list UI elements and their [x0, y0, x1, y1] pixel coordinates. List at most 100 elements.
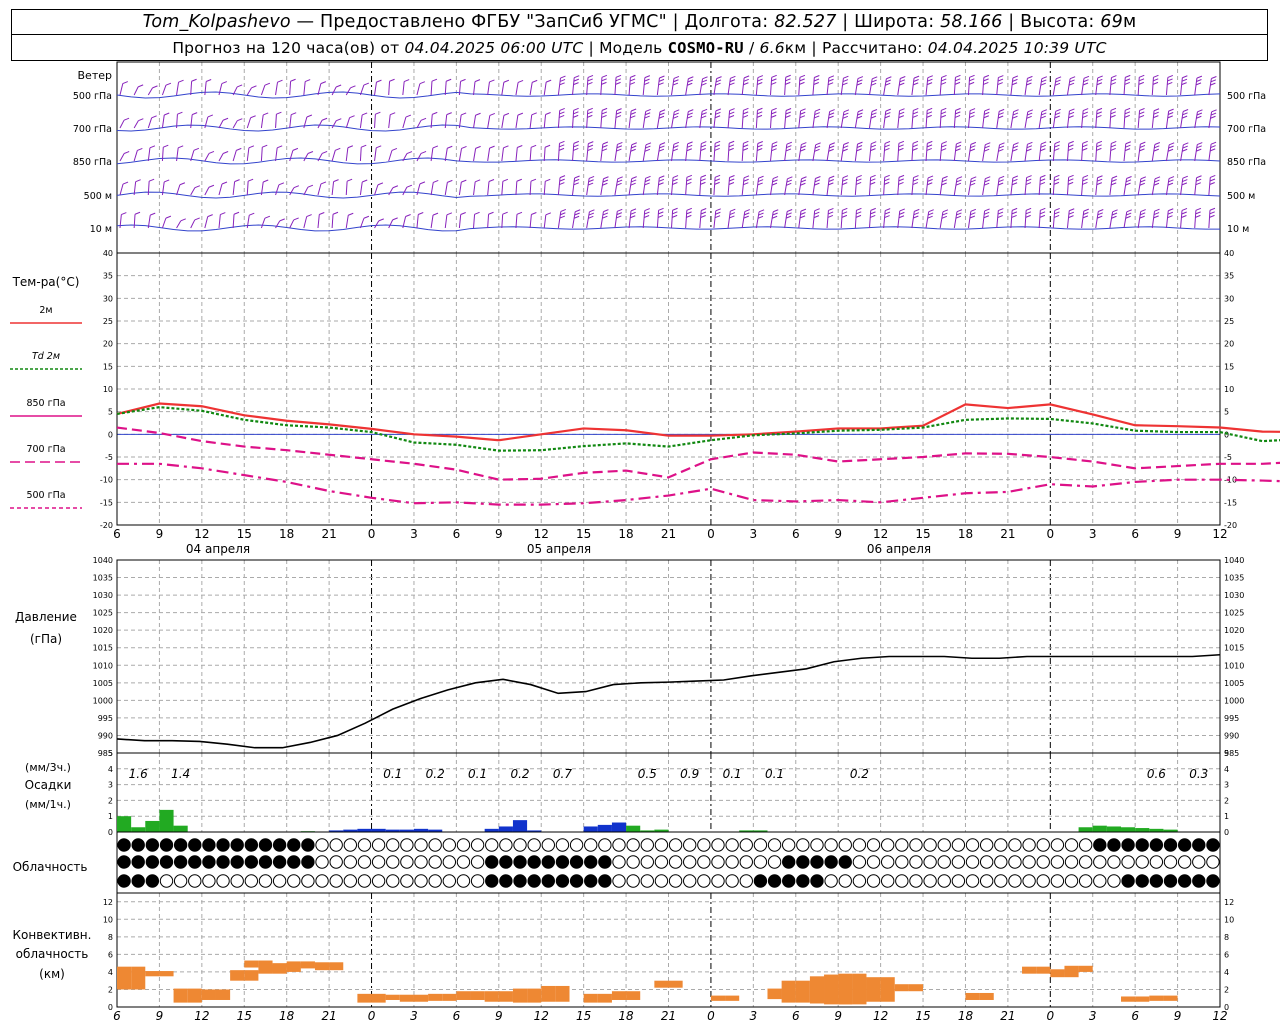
wind-barb-feather [1041, 76, 1048, 80]
wind-barb-feather [1083, 212, 1089, 215]
wind-barb-feather [716, 76, 722, 80]
wind-barb [671, 144, 675, 162]
cloud-cover-circle [258, 874, 273, 888]
x-hour-label-bottom: 12 [873, 1009, 888, 1023]
cloud-cover-circle [499, 838, 513, 852]
wind-barb [1066, 177, 1070, 196]
wind-barb-feather [191, 78, 197, 82]
cloud-cover-circle [485, 855, 499, 869]
wind-barb-feather [757, 179, 764, 183]
precip-unit-1h: (мм/1ч.) [25, 798, 71, 811]
wind-barb [967, 110, 971, 129]
temp-tick-left: 15 [103, 362, 113, 371]
wind-barb-feather [700, 178, 706, 182]
wind-barb-feather [870, 144, 877, 148]
wind-barb-feather [1096, 111, 1102, 115]
cloud-cover-circle [965, 855, 980, 869]
wind-barb [854, 144, 859, 162]
cloud-cover-circle [301, 874, 315, 888]
wind-barb-feather [1182, 175, 1188, 179]
cloud-cover-circle [1050, 874, 1065, 888]
wind-barb-feather [927, 140, 933, 144]
wind-barb [557, 143, 560, 162]
wind-barb-feather [431, 78, 438, 82]
convective-bar [611, 991, 627, 1000]
wind-barb-feather [1068, 211, 1075, 215]
wind-barb-feather [773, 209, 779, 213]
wind-barb [204, 153, 210, 162]
wind-barb [826, 178, 830, 196]
wind-barb [685, 143, 689, 162]
cloud-cover-circle [357, 855, 372, 869]
convective-bar [244, 960, 259, 968]
wind-barb-feather [801, 176, 807, 180]
wind-barb-feather [997, 215, 1003, 219]
wind-barb-feather [420, 150, 427, 154]
wind-barb-feather [1026, 79, 1033, 83]
wind-barb-feather [998, 145, 1005, 149]
wind-barb-feather [955, 78, 961, 82]
wind-barb-feather [786, 182, 792, 186]
x-hour-label-bottom: 15 [576, 1009, 591, 1023]
wind-barb-feather [1195, 211, 1201, 215]
wind-barb-feather [926, 107, 933, 111]
precip-bar [173, 825, 188, 832]
convective-bar [668, 980, 683, 988]
cloud-cover-circle [781, 874, 796, 888]
cloud-cover-circle [1078, 855, 1093, 869]
wind-barb [1052, 78, 1057, 96]
wind-barb-feather [573, 82, 579, 86]
wind-barb-feather [815, 142, 821, 146]
x-hour-label: 12 [1212, 527, 1227, 541]
wind-barb [515, 181, 518, 196]
wind-barb [1151, 110, 1155, 129]
wind-barb [345, 215, 349, 229]
wind-barb-feather [304, 79, 311, 83]
wind-barb-feather [658, 182, 664, 186]
wind-barb-feather [179, 182, 186, 186]
wind-barb-feather [446, 112, 452, 116]
cloud-cover-circle [301, 838, 315, 852]
cloud-cover-circle [1093, 855, 1107, 869]
wind-barb-feather [714, 144, 721, 148]
wind-barb-feather [1068, 178, 1074, 182]
wind-barb-feather [1011, 82, 1018, 86]
cloud-cover-circle [386, 838, 400, 852]
wind-barb [487, 115, 491, 129]
wind-barb-feather [757, 75, 764, 79]
wind-barb-feather [630, 108, 637, 112]
wind-barb-feather [164, 112, 170, 116]
wind-barb [176, 114, 178, 129]
wind-barb-feather [814, 208, 820, 212]
x-hour-label-bottom: 6 [453, 1009, 461, 1023]
wind-barb-feather [1124, 114, 1130, 118]
wind-barb [1038, 78, 1043, 96]
header-line-1: Tom_Kolpashevo — Предоставлено ФГБУ "Зап… [11, 9, 1268, 35]
cloud-cover-circle [1135, 855, 1149, 869]
wind-barb-feather [927, 178, 933, 182]
wind-barb-feather [1040, 174, 1046, 178]
wind-barb-feather [1026, 82, 1032, 86]
wind-barb-feather [644, 211, 650, 215]
wind-barb-feather [1196, 148, 1202, 152]
wind-barb [430, 147, 434, 162]
convective-bar [1135, 996, 1150, 1002]
wind-barb [1010, 177, 1014, 196]
cloud-cover-circle [272, 855, 287, 869]
wind-barb-feather [800, 179, 807, 183]
cloud-cover-circle [654, 855, 669, 869]
wind-barb-feather [729, 215, 735, 219]
wind-barb-feather [1011, 182, 1018, 186]
temp-series-line [116, 406, 1280, 452]
wind-barb-feather [771, 78, 777, 82]
wind-barb-feather [1210, 141, 1217, 145]
cloud-cover-circle [287, 874, 301, 888]
wind-level-line [116, 91, 1221, 99]
wind-barb [1109, 178, 1113, 196]
x-hour-label-bottom: 9 [495, 1009, 503, 1023]
wind-barb-feather [673, 75, 680, 79]
wind-barb-feather [970, 141, 977, 145]
wind-barb-feather [912, 178, 919, 182]
wind-barb-feather [378, 218, 384, 222]
x-hour-label-bottom: 21 [1000, 1009, 1015, 1023]
